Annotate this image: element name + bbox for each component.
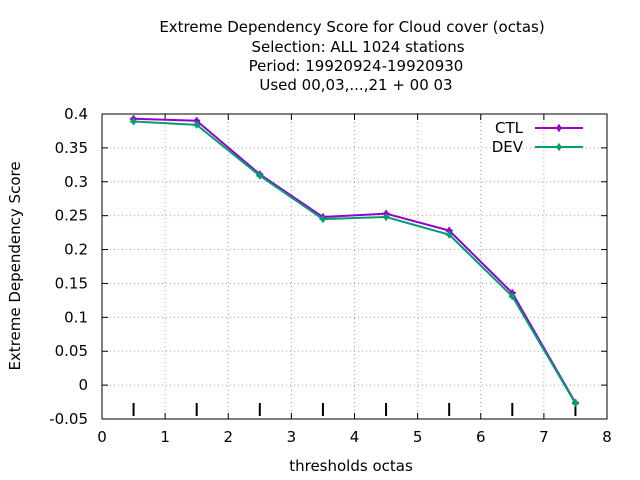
legend-item-ctl: CTL xyxy=(495,119,583,137)
y-tick-label: 0.15 xyxy=(55,274,88,292)
x-tick-label: 1 xyxy=(160,428,170,446)
legend-item-dev: DEV xyxy=(492,138,583,156)
marker-dot xyxy=(383,214,389,220)
title-line-3: Period: 19920924-19920930 xyxy=(249,57,464,75)
x-tick-label: 8 xyxy=(602,428,612,446)
y-tick-label: 0.35 xyxy=(55,139,88,157)
data-point-dev xyxy=(571,399,579,407)
x-tick-label: 7 xyxy=(539,428,549,446)
grid xyxy=(102,114,607,419)
y-tick-label: 0.3 xyxy=(64,173,88,191)
y-tick-label: 0.1 xyxy=(64,308,88,326)
marker-dot xyxy=(509,293,515,299)
chart-title: Extreme Dependency Score for Cloud cover… xyxy=(159,18,544,94)
x-tick-label: 5 xyxy=(413,428,423,446)
x-axis-label: thresholds octas xyxy=(289,457,413,475)
data-point-dev xyxy=(130,117,138,125)
data-point-dev xyxy=(319,215,327,223)
title-line-2: Selection: ALL 1024 stations xyxy=(251,38,464,56)
x-tick-label: 0 xyxy=(97,428,107,446)
series-dev xyxy=(130,117,579,407)
y-tick-label: 0.05 xyxy=(55,342,88,360)
legend-marker-dot xyxy=(556,144,562,150)
y-tick-label: 0.4 xyxy=(64,105,88,123)
y-tick-label: 0 xyxy=(78,376,88,394)
x-tick-label: 4 xyxy=(350,428,360,446)
legend-label: DEV xyxy=(492,138,524,156)
data-point-dev xyxy=(382,213,390,221)
x-tick-labels: 0 1 2 3 4 5 6 7 8 xyxy=(97,428,612,446)
y-tick-label: -0.05 xyxy=(49,410,88,428)
series-layer xyxy=(130,115,579,407)
marker-dot xyxy=(257,173,263,179)
marker-dot xyxy=(446,232,452,238)
x-tick-label: 6 xyxy=(476,428,486,446)
marker-dot xyxy=(320,216,326,222)
x-tick-label: 2 xyxy=(223,428,233,446)
title-line-1: Extreme Dependency Score for Cloud cover… xyxy=(159,18,544,36)
title-line-4: Used 00,03,...,21 + 00 03 xyxy=(259,76,452,94)
x-tick-label: 3 xyxy=(287,428,297,446)
marker-dot xyxy=(446,228,452,234)
marker-dot xyxy=(194,118,200,124)
series-line-dev xyxy=(133,120,577,404)
data-point-dev xyxy=(445,231,453,239)
y-tick-label: 0.2 xyxy=(64,241,88,259)
marker-dot xyxy=(131,118,137,124)
data-point-dev xyxy=(193,121,201,129)
legend-label: CTL xyxy=(495,119,524,137)
series-line-ctl xyxy=(133,117,577,404)
y-tick-label: 0.25 xyxy=(55,207,88,225)
y-tick-labels: -0.05 0 0.05 0.1 0.15 0.2 0.25 0.3 0.35 0.4 xyxy=(49,105,88,428)
legend-marker-dot xyxy=(556,125,562,131)
axis-ticks xyxy=(101,113,608,420)
data-point-dev xyxy=(256,172,264,180)
marker-dot xyxy=(194,122,200,128)
y-axis-label: Extreme Dependency Score xyxy=(6,161,24,370)
marker-dot xyxy=(572,400,578,406)
data-point-dev xyxy=(508,292,516,300)
